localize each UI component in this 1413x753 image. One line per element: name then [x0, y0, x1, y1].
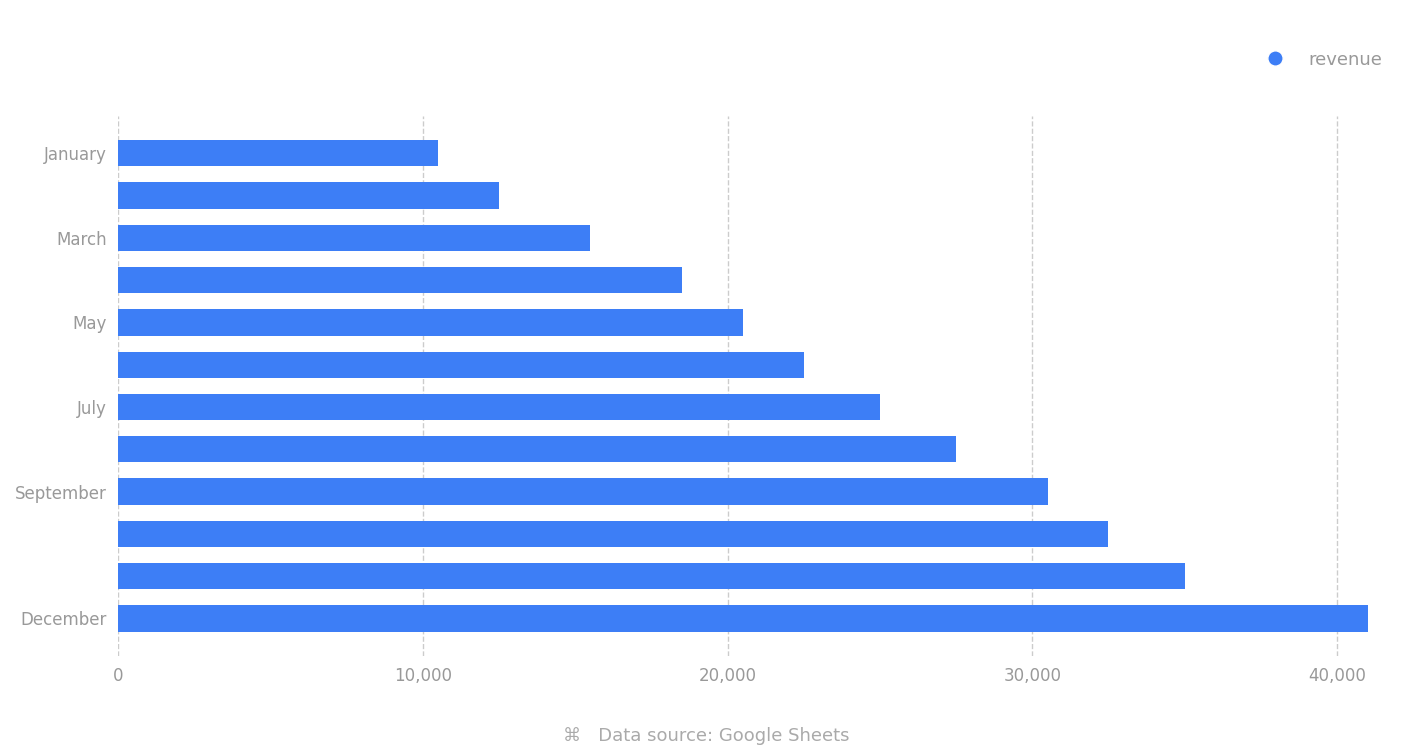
- Bar: [119, 394, 880, 420]
- Bar: [119, 182, 499, 209]
- Bar: [119, 309, 743, 336]
- Bar: [119, 140, 438, 166]
- Bar: [119, 267, 682, 293]
- Bar: [119, 436, 957, 462]
- Text: ⌘   Data source: Google Sheets: ⌘ Data source: Google Sheets: [564, 727, 849, 745]
- Bar: [119, 605, 1368, 632]
- Legend: revenue: revenue: [1251, 44, 1389, 76]
- Bar: [119, 478, 1047, 505]
- Bar: [119, 352, 804, 378]
- Bar: [119, 521, 1108, 547]
- Bar: [119, 563, 1184, 590]
- Bar: [119, 224, 591, 251]
